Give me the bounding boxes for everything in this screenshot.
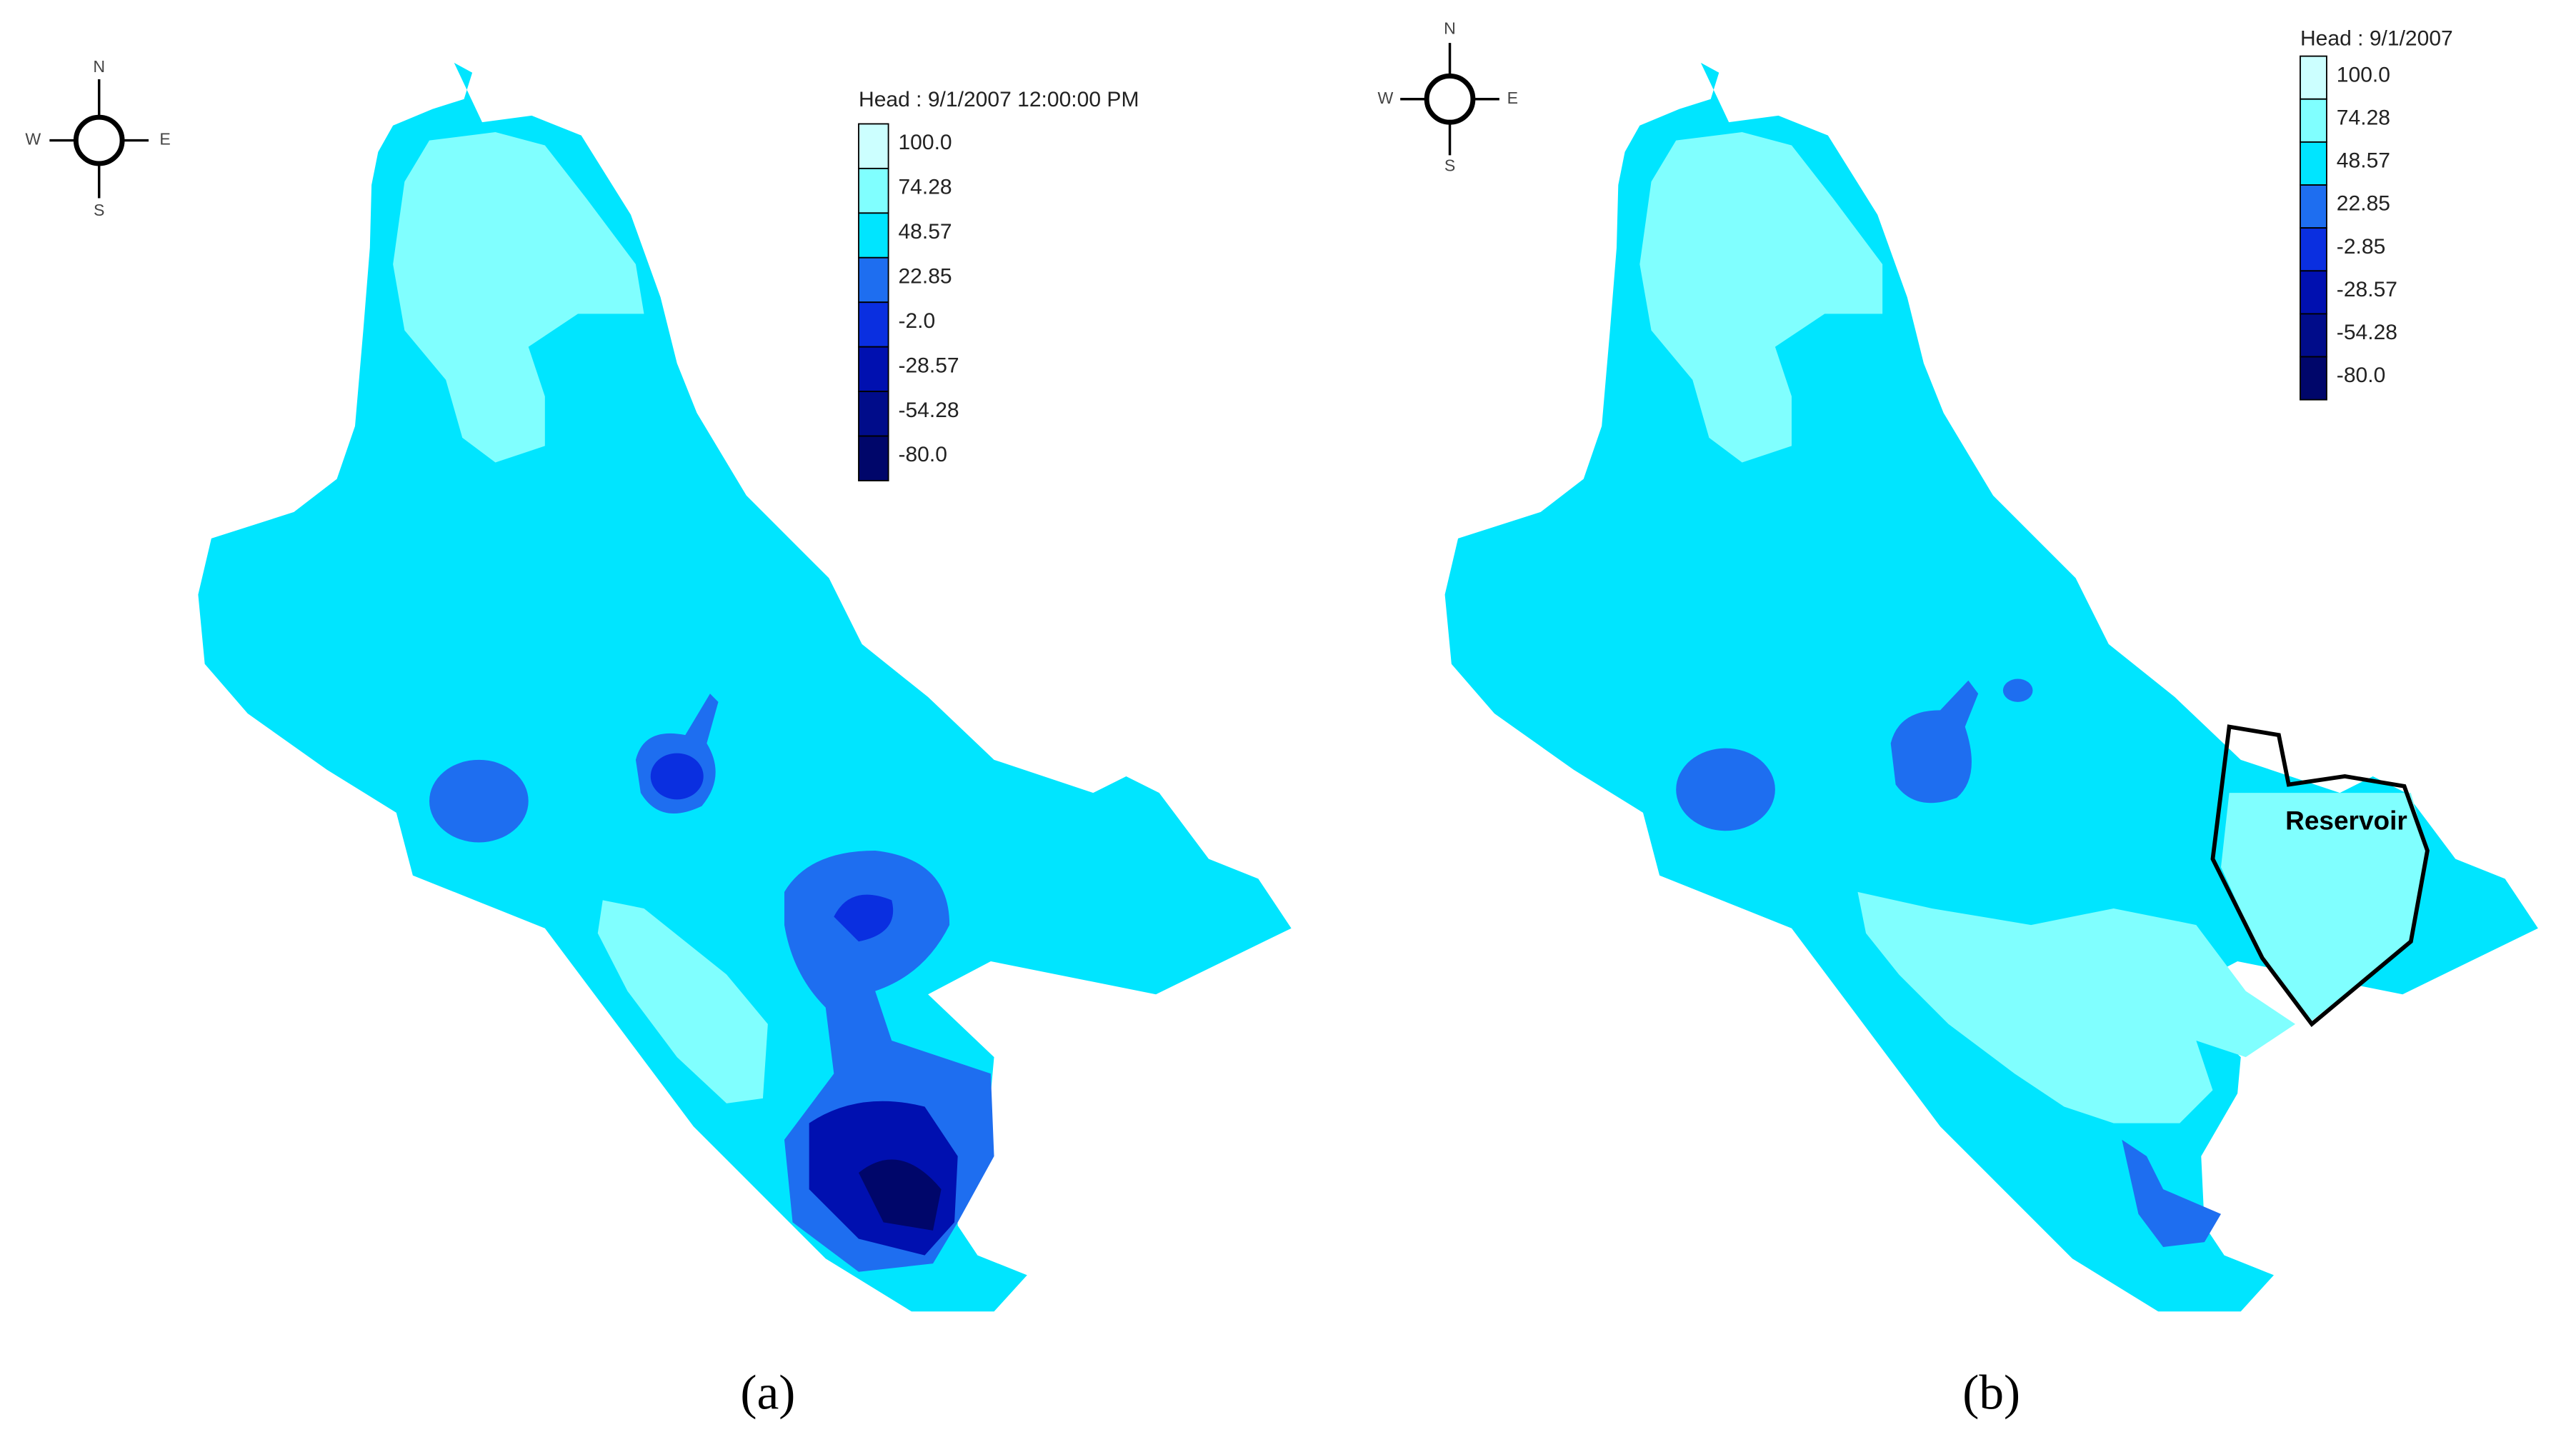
legend-swatch <box>2300 98 2327 143</box>
legend-swatch <box>2300 55 2327 100</box>
legend-label: 74.28 <box>898 176 952 199</box>
legend-label: 48.57 <box>898 220 952 244</box>
legend-swatch <box>858 435 889 481</box>
legend-swatch <box>2300 313 2327 358</box>
legend-swatch <box>858 391 889 437</box>
compass-e: E <box>159 130 170 149</box>
legend-label: -54.28 <box>2337 321 2397 344</box>
legend-label: 74.28 <box>2337 106 2390 129</box>
legend-title: Head : 9/1/2007 <box>2300 26 2453 50</box>
legend-swatch <box>858 212 889 259</box>
legend-swatch <box>2300 227 2327 272</box>
legend-swatch <box>858 123 889 169</box>
legend-swatch <box>2300 141 2327 186</box>
compass-s: S <box>94 201 104 219</box>
legend-label: -2.85 <box>2337 235 2385 259</box>
legend-swatch <box>2300 270 2327 315</box>
legend-title: Head : 9/1/2007 12:00:00 PM <box>859 88 1139 111</box>
legend-swatch <box>858 346 889 393</box>
legend-swatch <box>2300 184 2327 229</box>
compass-b: N E S W <box>1377 19 1518 175</box>
legend-label: 100.0 <box>2337 63 2390 86</box>
legend-label: 100.0 <box>898 131 952 154</box>
compass-a: N E S W <box>25 57 171 219</box>
legend-swatch <box>858 167 889 214</box>
legend-swatch <box>858 301 889 348</box>
legend-label: -28.57 <box>2337 278 2397 301</box>
legend-label: 22.85 <box>898 264 952 288</box>
panel-label: (b) <box>1962 1365 2020 1420</box>
legend-label: -28.57 <box>898 354 959 377</box>
compass-w: W <box>1377 89 1393 107</box>
legend-label: -54.28 <box>898 399 959 422</box>
legend-swatch <box>2300 356 2327 401</box>
legend-label: 22.85 <box>2337 192 2390 216</box>
compass-e: E <box>1507 89 1518 107</box>
legend-label: -80.0 <box>2337 364 2385 387</box>
map-b: Reservoir <box>1444 62 2538 1312</box>
legend-swatch <box>858 256 889 304</box>
compass-w: W <box>25 130 41 149</box>
compass-n: N <box>1444 19 1456 38</box>
legend-label: -2.0 <box>898 309 935 333</box>
legend-label: -80.0 <box>898 443 947 466</box>
legend-label: 48.57 <box>2337 149 2390 173</box>
map-a <box>198 62 1292 1312</box>
compass-s: S <box>1444 156 1455 175</box>
compass-n: N <box>93 57 105 76</box>
panel-label: (a) <box>740 1365 795 1420</box>
reservoir-label: Reservoir <box>2285 806 2407 835</box>
